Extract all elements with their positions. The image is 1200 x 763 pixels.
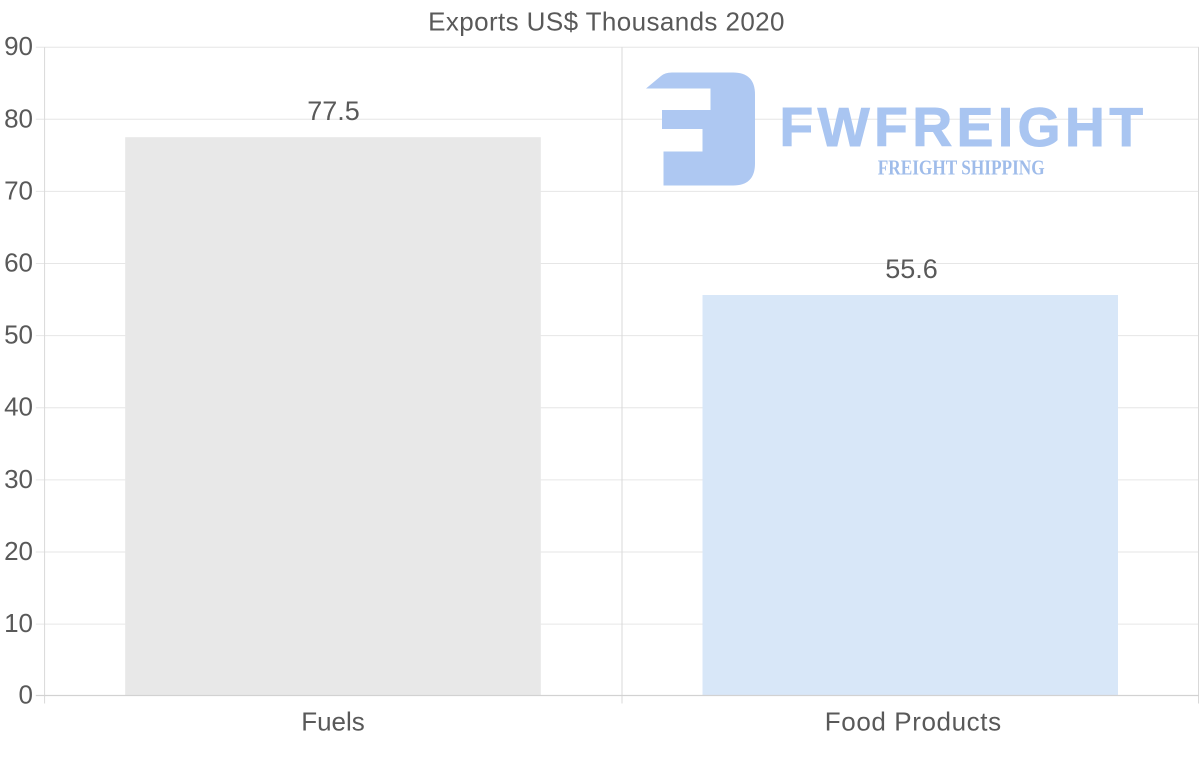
svg-text:40: 40 bbox=[4, 392, 33, 422]
svg-text:Food Products: Food Products bbox=[825, 707, 1002, 737]
svg-text:FWFREIGHT: FWFREIGHT bbox=[780, 96, 1148, 158]
svg-text:30: 30 bbox=[4, 464, 33, 494]
svg-text:77.5: 77.5 bbox=[307, 96, 360, 126]
svg-text:Exports US$ Thousands 2020: Exports US$ Thousands 2020 bbox=[428, 7, 785, 37]
svg-text:10: 10 bbox=[4, 608, 33, 638]
svg-text:50: 50 bbox=[4, 320, 33, 350]
svg-text:FREIGHT SHIPPING: FREIGHT SHIPPING bbox=[878, 156, 1045, 180]
svg-text:80: 80 bbox=[4, 103, 33, 133]
svg-text:60: 60 bbox=[4, 248, 33, 278]
svg-text:55.6: 55.6 bbox=[885, 254, 938, 284]
svg-text:0: 0 bbox=[19, 680, 33, 710]
svg-text:70: 70 bbox=[4, 175, 33, 205]
svg-text:90: 90 bbox=[4, 31, 33, 61]
svg-text:Fuels: Fuels bbox=[301, 707, 365, 737]
svg-text:20: 20 bbox=[4, 536, 33, 566]
